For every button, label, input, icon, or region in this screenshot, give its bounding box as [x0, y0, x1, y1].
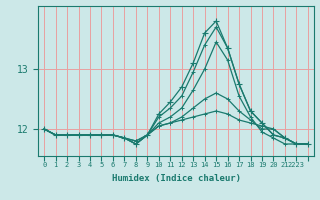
X-axis label: Humidex (Indice chaleur): Humidex (Indice chaleur) [111, 174, 241, 183]
